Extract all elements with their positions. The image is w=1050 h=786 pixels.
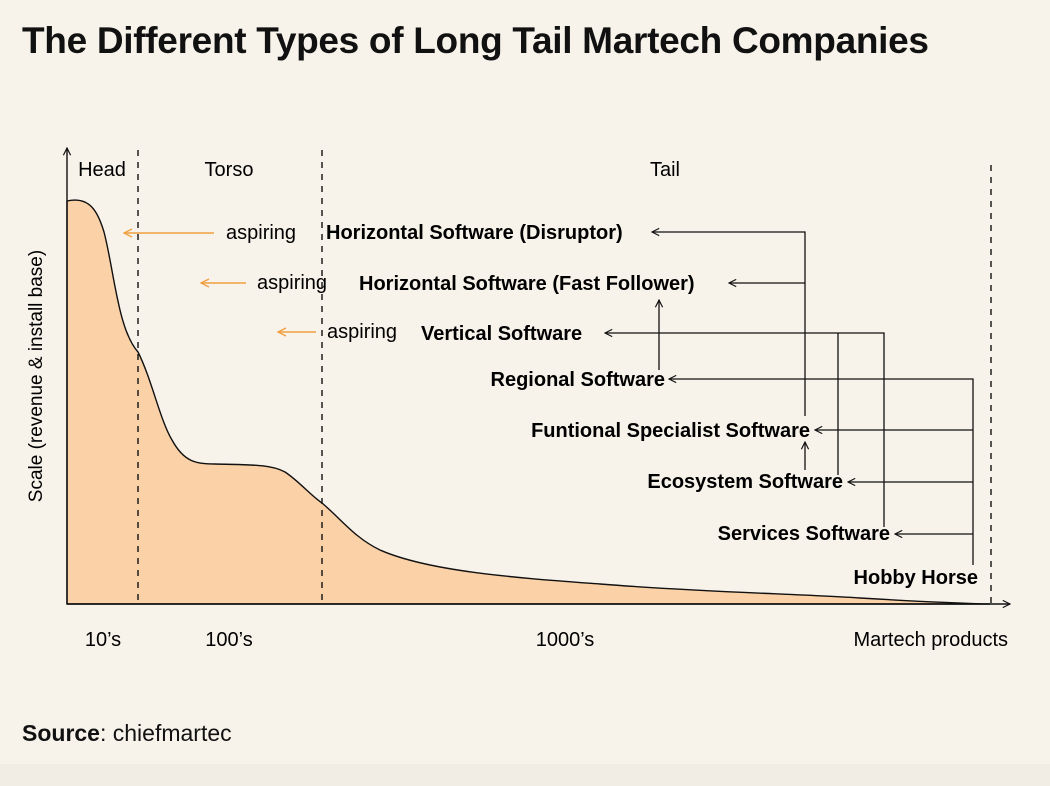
company-type-horizontal-disruptor: Horizontal Software (Disruptor) xyxy=(326,222,623,244)
company-type-regional: Regional Software xyxy=(491,369,665,391)
count-tail-label: 1000’s xyxy=(536,629,595,651)
count-head-label: 10’s xyxy=(85,629,121,651)
count-torso-label: 100’s xyxy=(205,629,252,651)
company-type-hobby-horse: Hobby Horse xyxy=(854,567,978,589)
company-type-functional-specialist: Funtional Specialist Software xyxy=(531,420,810,442)
company-type-services: Services Software xyxy=(718,523,890,545)
section-tail-label: Tail xyxy=(650,159,680,181)
aspiring-label-1: aspiring xyxy=(226,222,296,244)
page-title: The Different Types of Long Tail Martech… xyxy=(22,20,929,61)
x-axis-label: Martech products xyxy=(853,629,1008,651)
source-value: : chiefmartec xyxy=(99,720,232,746)
bottom-band xyxy=(0,764,1050,786)
source-credit: Source: chiefmartec xyxy=(22,720,232,747)
section-torso-label: Torso xyxy=(205,159,254,181)
y-axis-label: Scale (revenue & install base) xyxy=(26,250,47,502)
section-head-label: Head xyxy=(78,159,126,181)
connector-services-to-vertical xyxy=(605,333,885,527)
aspiring-label-3: aspiring xyxy=(327,321,397,343)
connector-hobby-horse-trunk xyxy=(669,379,974,565)
company-type-ecosystem: Ecosystem Software xyxy=(647,471,843,493)
company-type-horizontal-fast-follower: Horizontal Software (Fast Follower) xyxy=(359,273,695,295)
connector-functional-to-disruptor xyxy=(652,232,806,416)
long-tail-curve xyxy=(66,199,991,605)
source-label: Source xyxy=(22,720,100,746)
aspiring-label-2: aspiring xyxy=(257,272,327,294)
company-type-vertical: Vertical Software xyxy=(421,323,582,345)
